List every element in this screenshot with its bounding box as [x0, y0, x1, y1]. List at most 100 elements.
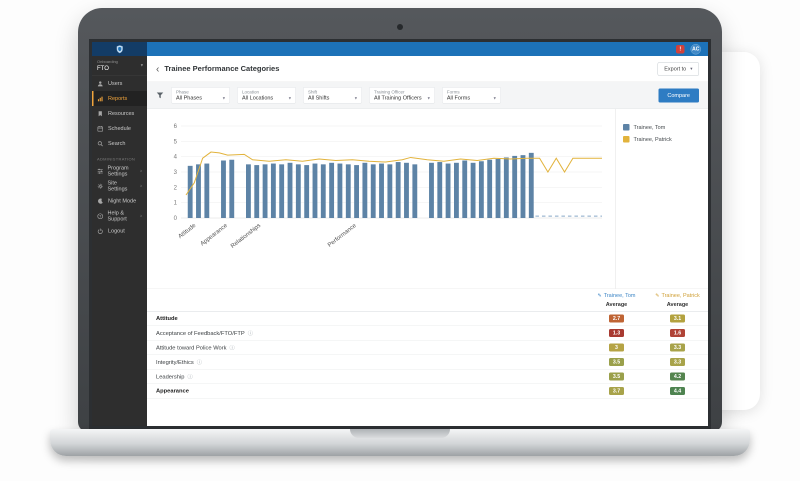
sidebar-item-help-support[interactable]: ? Help & Support › [92, 209, 147, 224]
category-table-body: Attitude 2.7 3.1 Acceptance of Feedback/FTO… [147, 311, 708, 399]
category-section-row: Attitude 2.7 3.1 [147, 311, 708, 326]
score-cell: 2.7 [586, 311, 647, 326]
svg-text:?: ? [99, 214, 102, 218]
svg-text:3: 3 [174, 170, 178, 176]
page-title: Trainee Performance Categories [164, 64, 280, 74]
score-badge: 3.5 [609, 358, 624, 366]
svg-text:Appearance: Appearance [200, 222, 230, 247]
filter-caption: Shift [308, 89, 318, 95]
sidebar-item-reports[interactable]: Reports [92, 91, 147, 106]
sidebar-item-night-mode[interactable]: Night Mode [92, 194, 147, 209]
legend-label: Trainee, Patrick [633, 136, 672, 143]
filter-training-officer[interactable]: Training Officer All Training Officers ▾ [369, 87, 435, 104]
score-cell: 1.6 [647, 325, 708, 341]
average-header: Average [647, 300, 708, 312]
category-row: Acceptance of Feedback/FTO/FTP ⓘ 1.3 1.6 [147, 325, 708, 341]
performance-chart: 0 1 2 3 4 5 6 Attitude Appearance Relationships Pe… [174, 124, 602, 250]
sidebar-item-site-settings[interactable]: Site Settings › [92, 179, 147, 194]
laptop-frame: ! AC Onboarding FTO ▾ Users Reports Resour… [78, 8, 722, 432]
program-selector[interactable]: Onboarding FTO ▾ [92, 56, 147, 76]
category-label: Integrity/Ethics ⓘ [147, 354, 586, 370]
chevron-right-icon: › [140, 213, 142, 219]
sidebar-item-users[interactable]: Users [92, 76, 147, 91]
program-eyebrow: Onboarding [97, 59, 118, 65]
app-logo[interactable] [92, 42, 147, 56]
info-icon[interactable]: ⓘ [196, 359, 202, 366]
score-badge: 3 [609, 343, 624, 352]
program-name: FTO [97, 64, 109, 72]
sidebar-item-label: Schedule [108, 125, 131, 132]
score-cell: 4.2 [647, 369, 708, 384]
score-cell: 4.4 [647, 383, 708, 399]
resources-icon [97, 110, 104, 117]
compare-button[interactable]: Compare [658, 88, 699, 103]
filter-location[interactable]: Location All Locations ▾ [237, 87, 296, 104]
schedule-icon [97, 125, 104, 132]
svg-text:2: 2 [174, 185, 178, 191]
chart-legend: Trainee, Tom Trainee, Patrick [615, 109, 709, 289]
svg-text:4: 4 [174, 155, 178, 161]
logout-icon [97, 228, 104, 235]
edit-pencil-icon: ✎ [597, 293, 602, 299]
sidebar-item-resources[interactable]: Resources [92, 106, 147, 121]
score-badge: 3.3 [670, 343, 685, 352]
chevron-right-icon: › [140, 168, 142, 174]
sidebar-item-program-settings[interactable]: Program Settings › [92, 164, 147, 179]
score-cell: 3 [586, 340, 647, 355]
chevron-right-icon: › [140, 183, 142, 189]
info-icon[interactable]: ⓘ [187, 373, 193, 380]
sidebar-item-label: Site Settings [107, 180, 128, 192]
filter-shift[interactable]: Shift All Shifts ▾ [303, 87, 362, 104]
filter-forms[interactable]: Forms All Forms ▾ [441, 87, 501, 104]
svg-text:0: 0 [174, 216, 178, 222]
chart-section: 0 1 2 3 4 5 6 Attitude Appearance Relationships Pe… [147, 109, 708, 289]
chevron-down-icon: ▾ [690, 66, 693, 71]
column-header-trainee-patrick[interactable]: ✎ Trainee, Patrick [647, 289, 708, 300]
laptop-base [50, 429, 750, 456]
help-icon: ? [97, 213, 104, 220]
filter-phase[interactable]: Phase All Phases ▾ [171, 87, 230, 104]
sidebar-item-logout[interactable]: Logout [92, 224, 147, 239]
label-column-header [147, 289, 586, 300]
filter-value: All Shifts [308, 95, 330, 101]
back-chevron-icon[interactable]: ‹ [156, 63, 160, 75]
sidebar-item-label: Logout [108, 228, 125, 234]
sidebar-item-label: Help & Support [107, 210, 127, 222]
chevron-down-icon: ▾ [427, 95, 430, 101]
category-table: ✎ Trainee, Tom ✎ Trainee, Patrick Aver [147, 289, 708, 399]
sidebar-item-label: Night Mode [108, 198, 137, 204]
sidebar-item-schedule[interactable]: Schedule [92, 121, 147, 136]
legend-item[interactable]: Trainee, Patrick [623, 136, 708, 143]
svg-text:6: 6 [174, 124, 178, 130]
chevron-down-icon: ▾ [140, 62, 143, 68]
category-label: Attitude toward Police Work ⓘ [147, 340, 586, 355]
sidebar-item-search[interactable]: Search [92, 136, 147, 151]
laptop-notch [350, 429, 450, 438]
filter-caption: Training Officer [374, 89, 405, 95]
info-icon[interactable]: ⓘ [229, 344, 235, 351]
notification-icon[interactable]: ! [676, 44, 685, 54]
sidebar-section-label: ADMINISTRATION [97, 157, 136, 162]
score-cell: 3.5 [586, 354, 647, 370]
program-settings-icon [97, 168, 104, 175]
trainee-name: Trainee, Tom [603, 292, 636, 299]
sidebar-nav: Users Reports Resources Schedule Search [92, 76, 147, 151]
svg-text:Relationships: Relationships [230, 223, 262, 250]
export-button[interactable]: Export to ▾ [657, 61, 699, 76]
category-label: Acceptance of Feedback/FTO/FTP ⓘ [147, 325, 586, 341]
category-row: Attitude toward Police Work ⓘ 3 3.3 [147, 340, 708, 355]
score-badge: 2.7 [609, 314, 624, 323]
main-content: ‹ Trainee Performance Categories Export … [147, 56, 708, 426]
column-header-trainee-tom[interactable]: ✎ Trainee, Tom [586, 289, 647, 300]
user-avatar[interactable]: AC [690, 43, 701, 55]
filter-funnel-icon [156, 92, 164, 98]
score-badge: 3.5 [609, 372, 624, 381]
legend-item[interactable]: Trainee, Tom [623, 124, 708, 131]
filter-value: All Locations [242, 95, 274, 101]
search-icon [97, 140, 104, 147]
filter-bar: Phase All Phases ▾ Location All Locations ▾ Sh… [147, 82, 708, 109]
score-badge: 1.3 [609, 329, 624, 337]
score-badge: 1.6 [670, 329, 685, 337]
info-icon[interactable]: ⓘ [247, 330, 253, 337]
filter-group: Phase All Phases ▾ Location All Locations ▾ Sh… [171, 87, 501, 104]
